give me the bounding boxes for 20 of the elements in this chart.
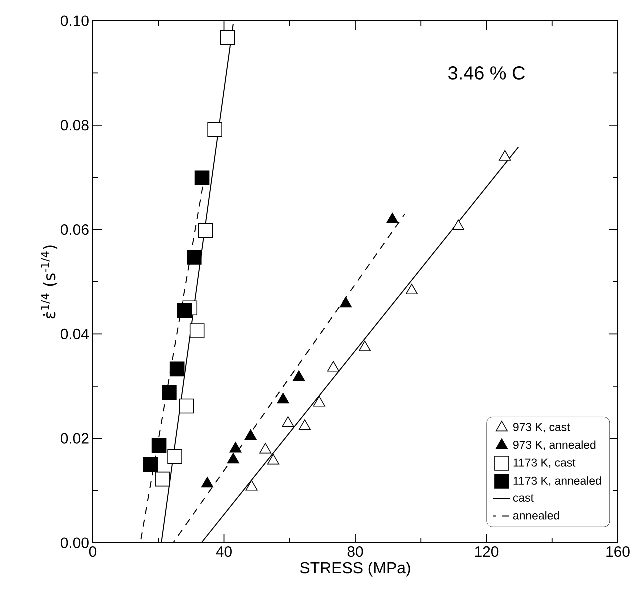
annotation: 3.46 % C: [448, 66, 525, 80]
y-tick-label: 0.10: [60, 16, 89, 26]
y-tick-label: 0.02: [60, 433, 89, 444]
y-tick-label: 0.08: [60, 120, 89, 131]
legend-label: 1173 K, cast: [514, 458, 576, 468]
x-tick-label: 80: [348, 546, 364, 558]
y-tick-label: 0.04: [60, 328, 90, 340]
x-tick-label: 0: [89, 546, 97, 558]
x-axis-title: STRESS (MPa): [300, 562, 410, 577]
legend-label: 973 K, cast: [513, 423, 570, 433]
y-tick-label: 0.06: [60, 224, 89, 236]
x-tick-label: 160: [606, 546, 630, 558]
legend-label: 1173 K, annealed: [514, 476, 602, 486]
legend-label: cast: [513, 494, 534, 502]
y-axis-title: ε̇$^{1/4}$ (s$^{-1/4}$): [41, 246, 58, 319]
x-tick-label: 120: [475, 546, 499, 558]
legend-label: 973 K, annealed: [513, 440, 596, 450]
y-tick-label: 0.00: [60, 538, 89, 548]
x-tick-label: 40: [216, 546, 232, 558]
legend-label: annealed: [513, 511, 560, 520]
